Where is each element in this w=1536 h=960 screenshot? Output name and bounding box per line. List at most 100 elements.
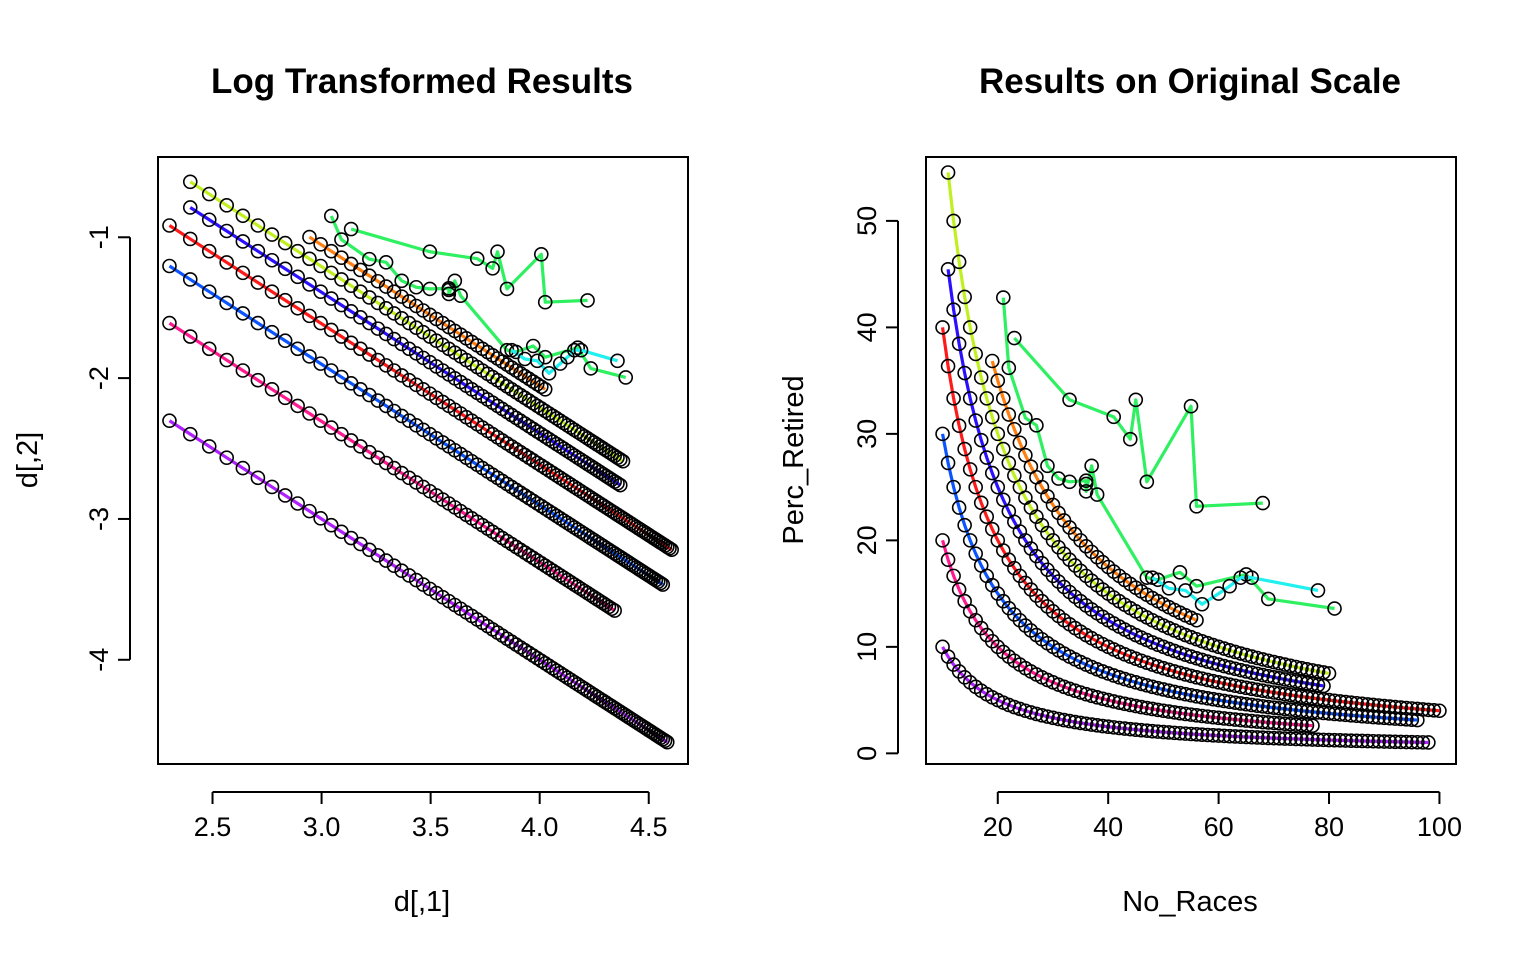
left-data-point	[552, 511, 568, 526]
right-data-point	[1150, 702, 1166, 718]
right-data-point	[1222, 578, 1237, 594]
left-data-point	[323, 517, 339, 533]
right-data-point	[1172, 725, 1188, 741]
left-data-point	[525, 338, 541, 354]
right-data-point	[1238, 729, 1254, 745]
left-data-point	[529, 496, 545, 511]
right-data-point	[1078, 538, 1094, 554]
right-data-point	[1211, 728, 1226, 743]
right-data-point	[1249, 682, 1265, 698]
left-data-point	[264, 324, 280, 340]
right-data-point	[1277, 731, 1293, 746]
right-data-point	[1233, 696, 1248, 711]
right-data-point	[946, 302, 961, 317]
right-data-point	[1260, 699, 1276, 715]
left-data-point	[235, 234, 251, 249]
left-data-point	[378, 455, 394, 471]
right-data-point	[1200, 709, 1215, 724]
right-data-point	[1095, 691, 1110, 707]
right-data-point	[990, 479, 1006, 495]
right-data-point	[935, 533, 950, 548]
right-data-point	[1161, 725, 1177, 740]
left-data-point	[545, 434, 561, 449]
right-data-point	[1283, 731, 1298, 747]
right-data-point	[1172, 685, 1188, 701]
right-data-point	[1200, 690, 1215, 706]
right-data-point	[1156, 682, 1171, 697]
right-data-point	[1095, 718, 1110, 734]
left-data-point	[394, 465, 409, 481]
right-data-point	[962, 391, 978, 406]
left-data-point	[556, 415, 572, 431]
left-data-point	[290, 269, 305, 285]
right-data-point	[935, 320, 950, 335]
left-data-point	[552, 439, 568, 454]
right-data-point	[1128, 675, 1144, 690]
left-data-point	[290, 398, 305, 414]
right-data-point	[973, 370, 989, 385]
right-data-point	[1404, 712, 1420, 728]
left-data-point	[370, 450, 386, 465]
right-series-line	[1001, 297, 1335, 611]
left-data-point	[264, 252, 280, 268]
left-data-point	[378, 300, 394, 316]
right-data-point	[973, 432, 989, 448]
right-data-point	[1227, 712, 1243, 727]
left-data-point	[499, 281, 515, 297]
right-data-point	[1238, 680, 1254, 696]
right-data-point	[968, 612, 983, 628]
right-data-point	[1062, 474, 1077, 490]
right-data-point	[1376, 698, 1392, 714]
right-data-point	[1294, 675, 1309, 690]
right-data-point	[1255, 699, 1271, 714]
left-data-point	[521, 450, 537, 465]
right-data-point	[1222, 642, 1237, 658]
left-data-point	[290, 243, 305, 259]
left-data-point	[552, 413, 568, 429]
left-data-point	[529, 398, 545, 414]
right-data-point	[1189, 498, 1204, 514]
left-data-point	[447, 273, 463, 289]
right-data-point	[1211, 710, 1226, 726]
right-data-point	[1045, 710, 1061, 726]
right-data-point	[1029, 418, 1044, 433]
left-data-point	[533, 653, 549, 669]
right-data-point	[1222, 711, 1237, 727]
right-data-point	[1255, 667, 1271, 683]
left-data-point	[162, 413, 177, 429]
left-data-point	[323, 363, 339, 378]
left-data-point	[422, 281, 438, 297]
left-series-layer	[162, 174, 679, 750]
right-data-point	[951, 336, 967, 352]
left-data-point	[162, 315, 177, 331]
left-data-point	[370, 547, 386, 563]
right-data-point	[1227, 661, 1243, 677]
right-data-point	[1034, 517, 1050, 533]
left-data-point	[313, 236, 328, 252]
left-data-point	[182, 174, 198, 190]
left-data-point	[537, 558, 553, 574]
right-data-point	[1299, 675, 1315, 691]
right-data-point	[1327, 706, 1342, 722]
left-data-point	[394, 336, 409, 352]
right-data-point	[1376, 710, 1392, 726]
right-data-point	[1222, 694, 1237, 710]
left-data-point	[378, 326, 394, 342]
right-data-point	[1073, 715, 1088, 731]
right-data-point	[1421, 702, 1436, 718]
left-data-point	[537, 656, 553, 671]
left-data-point	[537, 294, 553, 310]
right-data-point	[940, 552, 956, 568]
right-data-point	[1012, 612, 1028, 628]
left-x-tick-label: 3.0	[303, 812, 341, 842]
right-data-point	[1376, 734, 1392, 749]
right-data-point	[1161, 662, 1177, 678]
right-data-point	[995, 441, 1011, 457]
right-data-point	[1139, 678, 1155, 693]
right-data-point	[1145, 679, 1160, 695]
right-data-point	[1051, 505, 1066, 521]
left-data-point	[323, 208, 339, 224]
left-data-point	[386, 558, 402, 574]
left-data-point	[277, 235, 293, 251]
right-data-point	[1051, 711, 1066, 727]
